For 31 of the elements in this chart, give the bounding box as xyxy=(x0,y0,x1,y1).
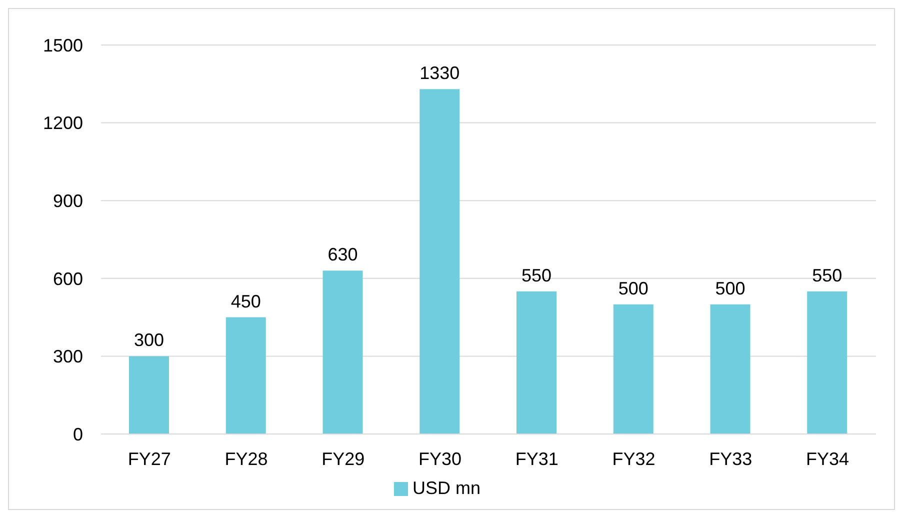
data-label: 630 xyxy=(328,244,358,265)
x-tick-label: FY33 xyxy=(709,448,752,469)
data-label: 550 xyxy=(521,265,552,286)
x-tick-label: FY29 xyxy=(322,448,365,469)
x-tick-label: FY30 xyxy=(418,448,462,469)
x-tick-label: FY31 xyxy=(515,448,558,469)
y-tick-label: 600 xyxy=(52,268,83,289)
bar xyxy=(807,291,848,434)
data-label: 500 xyxy=(715,278,746,298)
data-label: 300 xyxy=(134,330,164,350)
data-label: 450 xyxy=(230,291,261,312)
y-tick-label: 1500 xyxy=(42,35,83,56)
data-label: 550 xyxy=(812,265,842,286)
data-label: 500 xyxy=(618,278,648,298)
bar xyxy=(226,317,266,434)
y-tick-label: 1200 xyxy=(42,113,83,134)
data-label: 1330 xyxy=(420,63,460,84)
x-tick-label: FY27 xyxy=(128,448,171,469)
x-tick-label: FY34 xyxy=(806,448,850,469)
bar xyxy=(710,304,750,434)
bar xyxy=(516,291,556,434)
bar xyxy=(613,304,654,434)
bar xyxy=(420,89,460,434)
x-tick-label: FY32 xyxy=(612,448,656,469)
y-tick-label: 900 xyxy=(52,190,83,211)
legend-label: USD mn xyxy=(412,478,480,498)
y-tick-label: 0 xyxy=(72,424,83,444)
bar xyxy=(129,356,169,434)
y-tick-label: 300 xyxy=(52,346,83,367)
x-tick-label: FY28 xyxy=(224,448,268,469)
bar xyxy=(322,270,363,434)
